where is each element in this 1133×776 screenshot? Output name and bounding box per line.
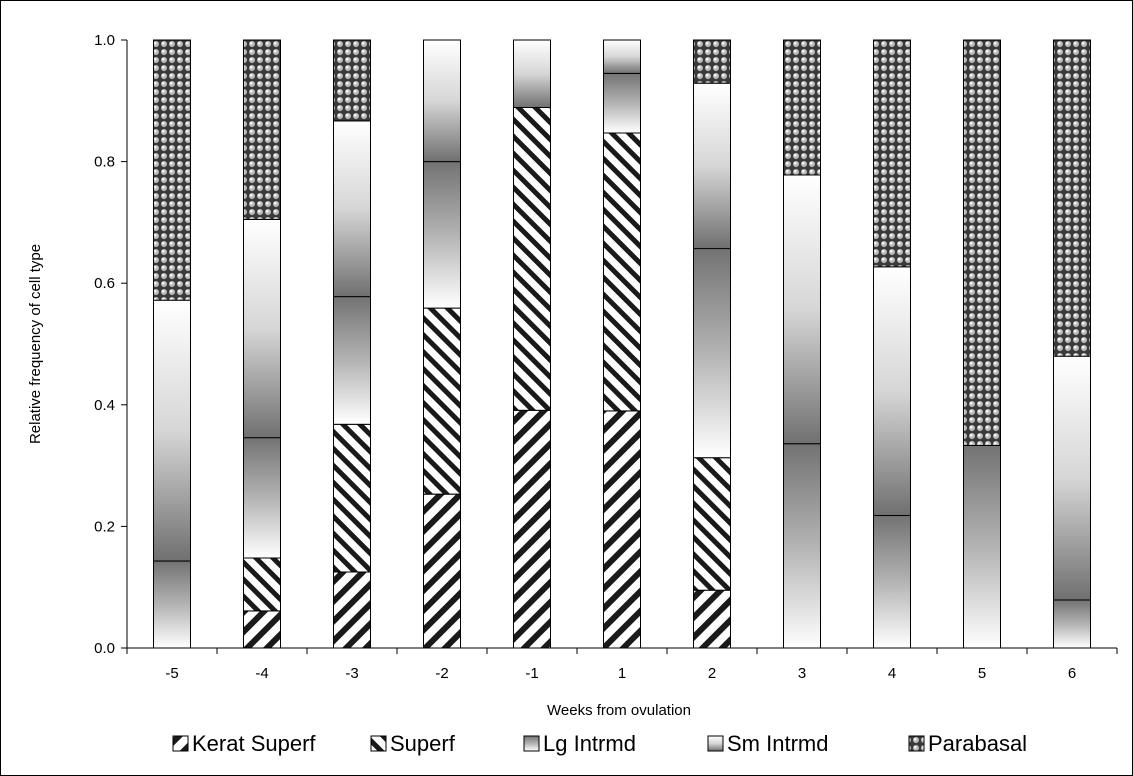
bar-segment-kerat-superf-week-1 xyxy=(603,410,641,649)
legend-swatch-parabasal xyxy=(908,735,925,752)
legend-label-superf: Superf xyxy=(390,731,456,756)
bar-segment-kerat-superf-week--4 xyxy=(243,610,281,649)
bar-segment-lg-intrmd-week--5 xyxy=(153,560,191,649)
bar-segment-lg-intrmd-week--3 xyxy=(333,296,371,425)
y-axis-title: Relative frequency of cell type xyxy=(27,244,44,444)
bar-segment-sm-intrmd-week-6 xyxy=(1053,355,1091,601)
legend-swatch-lg-intrmd xyxy=(523,735,540,752)
bar-segment-sm-intrmd-week-4 xyxy=(873,266,911,516)
y-tick-label: 1.0 xyxy=(94,32,115,49)
y-tick-label: 0.2 xyxy=(94,518,115,535)
x-tick-label: 1 xyxy=(618,665,626,682)
legend-swatch-superf xyxy=(370,735,387,752)
legend: Kerat Superf Superf Lg Intrmd Sm Intrmd Para… xyxy=(172,731,1027,756)
legend-label-lg-intrmd: Lg Intrmd xyxy=(543,731,636,756)
legend-label-sm-intrmd: Sm Intrmd xyxy=(727,731,828,756)
x-tick-label: -2 xyxy=(435,665,448,682)
legend-label-parabasal: Parabasal xyxy=(928,731,1027,756)
bar-segment-parabasal-week-2 xyxy=(693,39,731,84)
x-tick-label: 6 xyxy=(1068,665,1076,682)
bar-segment-sm-intrmd-week--3 xyxy=(333,120,371,298)
bar-segment-sm-intrmd-week--5 xyxy=(153,299,191,562)
bar-segment-kerat-superf-week--3 xyxy=(333,571,371,649)
y-tick-label: 0.0 xyxy=(94,640,115,657)
x-tick-label: 4 xyxy=(888,665,896,682)
bar-segment-kerat-superf-week--1 xyxy=(513,409,551,649)
x-tick-label: -1 xyxy=(525,665,538,682)
bar-segment-parabasal-week--3 xyxy=(333,39,371,122)
bar-segment-superf-week--4 xyxy=(243,557,281,612)
bar-segment-parabasal-week-6 xyxy=(1053,39,1091,357)
bar-segment-sm-intrmd-week--4 xyxy=(243,218,281,439)
bar-segment-superf-week-1 xyxy=(603,132,641,412)
bar-segment-parabasal-week--4 xyxy=(243,39,281,220)
bar-segment-sm-intrmd-week-3 xyxy=(783,174,821,445)
legend-swatch-kerat-superf xyxy=(172,735,189,752)
x-tick-label: 5 xyxy=(978,665,986,682)
bar-segment-superf-week-2 xyxy=(693,457,731,591)
bar-segment-lg-intrmd-week-6 xyxy=(1053,599,1091,649)
bar-segment-lg-intrmd-week-1 xyxy=(603,72,641,134)
x-tick-label: 2 xyxy=(708,665,716,682)
bar-segment-kerat-superf-week--2 xyxy=(423,493,461,649)
bar-segment-parabasal-week-5 xyxy=(963,39,1001,446)
bar-segment-superf-week--2 xyxy=(423,307,461,495)
bar-segment-superf-week--3 xyxy=(333,423,371,573)
y-tick-label: 0.6 xyxy=(94,275,115,292)
bar-segment-lg-intrmd-week-4 xyxy=(873,515,911,649)
bar-segment-lg-intrmd-week--4 xyxy=(243,437,281,559)
bar-segment-sm-intrmd-week--2 xyxy=(423,39,461,163)
bar-segment-lg-intrmd-week--2 xyxy=(423,161,461,309)
x-tick-label: -4 xyxy=(255,665,268,682)
y-tick-label: 0.4 xyxy=(94,397,115,414)
x-tick-label: -5 xyxy=(165,665,178,682)
axes: -5 -4 -3 -2 -1 1 2 3 4 5 6 0.0 0.2 0.4 0.6 0.8 1.0 xyxy=(94,32,1118,682)
legend-label-kerat-superf: Kerat Superf xyxy=(192,731,316,756)
bar-segment-sm-intrmd-week-1 xyxy=(603,39,641,74)
bar-segment-parabasal-week--5 xyxy=(153,39,191,301)
bar-segment-lg-intrmd-week-3 xyxy=(783,443,821,649)
x-tick-label: 3 xyxy=(798,665,806,682)
bar-segment-lg-intrmd-week-2 xyxy=(693,248,731,459)
legend-swatch-sm-intrmd xyxy=(707,735,724,752)
plot-area xyxy=(153,39,1091,649)
y-tick-label: 0.8 xyxy=(94,154,115,171)
x-axis-title: Weeks from ovulation xyxy=(547,702,691,719)
x-tick-label: -3 xyxy=(345,665,358,682)
bar-segment-superf-week--1 xyxy=(513,107,551,411)
bar-segment-parabasal-week-3 xyxy=(783,39,821,176)
bar-segment-sm-intrmd-week-2 xyxy=(693,82,731,250)
bar-segment-parabasal-week-4 xyxy=(873,39,911,268)
bar-segment-sm-intrmd-week--1 xyxy=(513,39,551,108)
bar-segment-lg-intrmd-week-5 xyxy=(963,445,1001,649)
bar-segment-kerat-superf-week-2 xyxy=(693,589,731,649)
